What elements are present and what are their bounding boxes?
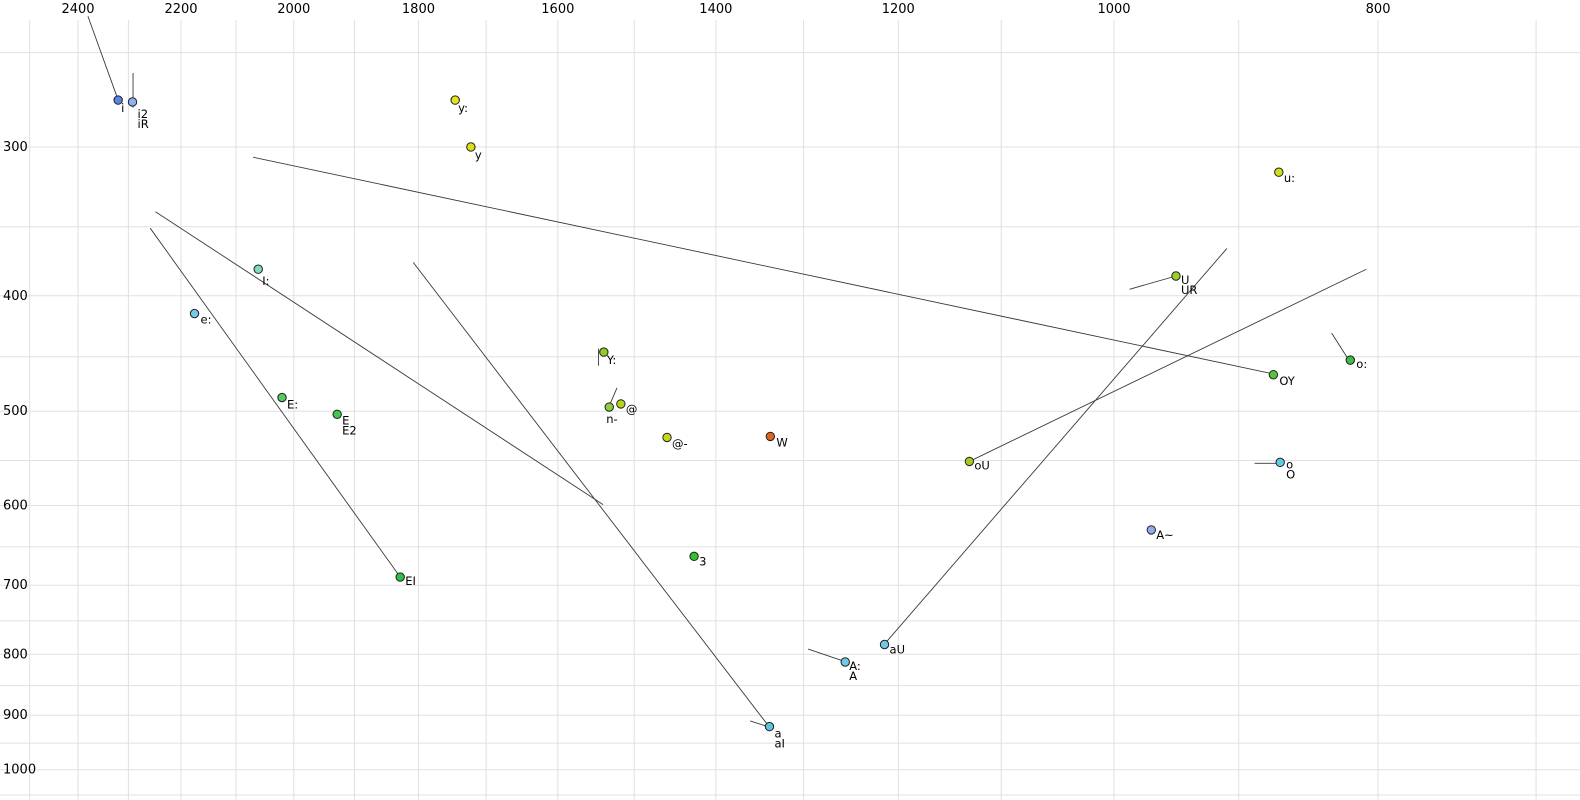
y-tick-label-400: 400 (3, 289, 28, 304)
point-label-u:: u: (1284, 171, 1295, 185)
point-label-aU: aU (890, 643, 905, 657)
x-tick-label-2000: 2000 (277, 2, 310, 17)
point-label-UR: UR (1181, 283, 1197, 297)
data-point-n- (604, 402, 614, 412)
trajectory-line (807, 648, 843, 662)
trajectory-line (412, 262, 770, 728)
point-label-oU: oU (974, 458, 989, 472)
data-point-EI (395, 572, 405, 582)
point-label-E: E (342, 413, 349, 427)
data-point-i2 (127, 97, 138, 107)
trajectory-line (1331, 332, 1350, 361)
point-label-e:: e: (201, 313, 212, 327)
data-point-A: (840, 657, 850, 667)
data-point-A~ (1146, 525, 1156, 535)
point-label-@-: @- (672, 436, 688, 450)
point-label-i2: i2 (138, 107, 149, 121)
data-point-OY (1268, 370, 1279, 380)
data-point-y (466, 142, 476, 152)
point-label-iR: iR (138, 117, 149, 131)
point-label-n-: n- (606, 412, 617, 426)
data-point-e: (189, 308, 200, 319)
x-tick-label-1200: 1200 (882, 2, 915, 17)
data-point-@- (662, 432, 672, 443)
data-point-Y: (599, 347, 609, 357)
y-tick-label-700: 700 (3, 578, 28, 593)
data-point-o (1275, 457, 1285, 468)
point-label-A~: A~ (1156, 528, 1174, 542)
point-label-OY: OY (1279, 374, 1295, 388)
trajectory-line (883, 248, 1228, 646)
point-label-O: O (1286, 467, 1295, 481)
data-point-u: (1274, 167, 1284, 177)
data-point-i (113, 95, 123, 105)
y-tick-label-900: 900 (3, 708, 28, 723)
point-label-o:: o: (1356, 357, 1367, 371)
x-tick-label-800: 800 (1366, 2, 1391, 17)
point-label-A: A (849, 669, 857, 683)
data-point-U (1171, 271, 1181, 281)
point-label-a: a (774, 727, 781, 741)
point-label-o: o (1286, 457, 1293, 471)
data-point-oU (964, 456, 975, 467)
point-label-aI: aI (774, 737, 784, 751)
point-label-@: @ (626, 402, 638, 416)
x-tick-label-1800: 1800 (402, 2, 435, 17)
trajectory-line (155, 211, 604, 506)
data-point-a (764, 721, 775, 732)
x-tick-label-2400: 2400 (61, 2, 94, 17)
y-tick-label-600: 600 (3, 498, 28, 513)
trajectory-line (87, 16, 119, 101)
data-point-o: (1345, 355, 1355, 365)
y-tick-label-800: 800 (3, 647, 28, 662)
data-point-W (765, 431, 776, 442)
point-label-Y:: Y: (606, 353, 616, 367)
trajectory-line (149, 227, 401, 578)
data-point-@ (616, 399, 626, 409)
point-label-E:: E: (287, 398, 298, 412)
data-point-3 (689, 551, 699, 562)
point-label-E2: E2 (342, 423, 357, 437)
point-label-3: 3 (699, 554, 706, 568)
x-tick-label-1000: 1000 (1097, 2, 1130, 17)
x-tick-label-2200: 2200 (164, 2, 197, 17)
data-point-y: (450, 95, 460, 105)
point-label-i: i (121, 101, 124, 115)
y-tick-label-500: 500 (3, 404, 28, 419)
data-point-I: (253, 264, 263, 274)
trajectory-line (1129, 275, 1177, 290)
point-label-I:: I: (262, 274, 269, 288)
point-label-W: W (776, 435, 787, 449)
point-label-y:: y: (458, 101, 468, 115)
point-label-U: U (1181, 273, 1189, 287)
y-tick-label-1000: 1000 (3, 763, 36, 778)
y-tick-label-300: 300 (3, 140, 28, 155)
data-point-aU (879, 639, 890, 650)
point-label-A:: A: (849, 659, 861, 673)
point-label-y: y (475, 148, 482, 162)
point-label-EI: EI (405, 574, 416, 588)
trajectory-line (969, 268, 1367, 462)
x-tick-label-1400: 1400 (699, 2, 732, 17)
trajectory-line (252, 156, 1273, 375)
data-point-E: (277, 392, 287, 403)
data-point-E (332, 409, 342, 419)
x-tick-label-1600: 1600 (541, 2, 574, 17)
